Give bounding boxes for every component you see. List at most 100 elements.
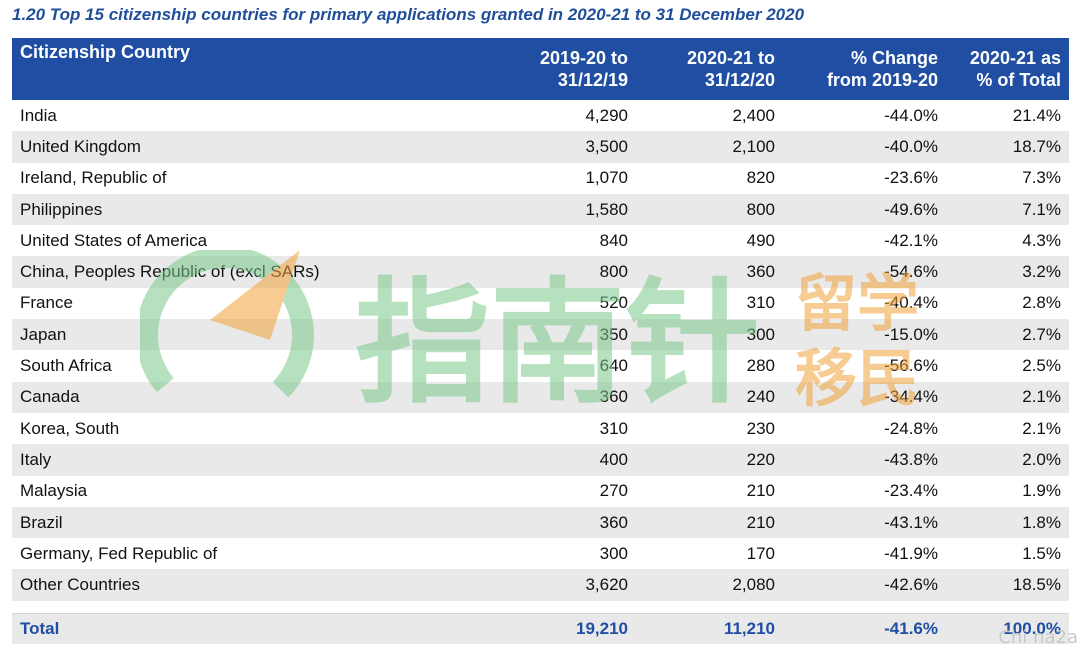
cell-country: Brazil	[12, 506, 499, 539]
cell-country: India	[20, 105, 57, 125]
cell-2020-21: 210	[636, 506, 783, 539]
cell-share: 1.9%	[1022, 481, 1061, 501]
cell-change: -43.1%	[783, 506, 946, 539]
cell-share: 2.8%	[1022, 293, 1061, 313]
cell-share: 7.1%	[946, 193, 1069, 226]
cell-change: -44.0%	[884, 105, 938, 125]
table-row: Germany, Fed Republic of 300 170 -41.9% 1.5%	[12, 538, 1069, 569]
table-row: Malaysia 270 210 -23.4% 1.9%	[12, 476, 1069, 507]
cell-2019-20: 3,620	[499, 569, 636, 601]
table-row: Korea, South 310 230 -24.8% 2.1%	[12, 413, 1069, 444]
cell-2020-21: 230	[746, 418, 775, 438]
header-change: % Change from 2019-20	[783, 38, 946, 100]
cell-change: -24.8%	[884, 418, 938, 438]
cell-2019-20: 300	[599, 543, 628, 563]
cell-share: 18.5%	[946, 569, 1069, 601]
cell-share: 7.3%	[1022, 168, 1061, 188]
citizenship-table: Citizenship Country 2019-20 to 31/12/19 2…	[12, 38, 1069, 644]
cell-share: 1.8%	[946, 506, 1069, 539]
cell-share: 18.7%	[946, 131, 1069, 163]
cell-2019-20: 360	[499, 506, 636, 539]
table-row: Japan 350 300 -15.0% 2.7%	[12, 319, 1069, 351]
cell-2020-21: 170	[746, 543, 775, 563]
cell-2019-20: 3,500	[499, 131, 636, 163]
header-row: Citizenship Country 2019-20 to 31/12/19 2…	[12, 38, 1069, 100]
cell-share: 2.5%	[1022, 356, 1061, 376]
cell-2019-20: 4,290	[585, 105, 628, 125]
cell-2020-21: 2,400	[732, 105, 775, 125]
total-row: Total 19,210 11,210 -41.6% 100.0%	[12, 612, 1069, 644]
cell-change: -15.0%	[783, 319, 946, 351]
total-2019-20: 19,210	[499, 612, 636, 644]
table-row: Other Countries 3,620 2,080 -42.6% 18.5%	[12, 569, 1069, 601]
cell-2019-20: 520	[599, 293, 628, 313]
cell-2019-20: 800	[499, 256, 636, 288]
cell-country: Germany, Fed Republic of	[20, 543, 218, 563]
cell-change: -42.6%	[783, 569, 946, 601]
cell-change: -43.8%	[783, 444, 946, 476]
cell-change: -34.4%	[783, 381, 946, 413]
table-row: France 520 310 -40.4% 2.8%	[12, 288, 1069, 319]
cell-2020-21: 360	[636, 256, 783, 288]
cell-2020-21: 820	[746, 168, 775, 188]
cell-change: -40.4%	[884, 293, 938, 313]
cell-2020-21: 800	[636, 193, 783, 226]
cell-change: -23.6%	[884, 168, 938, 188]
header-share: 2020-21 as% of Total	[946, 38, 1069, 100]
total-label: Total	[12, 612, 499, 644]
cell-2019-20: 640	[599, 356, 628, 376]
table-row: Italy 400 220 -43.8% 2.0%	[12, 444, 1069, 476]
table-row: United States of America 840 490 -42.1% 4.3%	[12, 225, 1069, 256]
cell-share: 21.4%	[1012, 105, 1061, 125]
cell-country: United Kingdom	[12, 131, 499, 163]
cell-share: 2.1%	[1022, 418, 1061, 438]
table-row: Ireland, Republic of 1,070 820 -23.6% 7.3%	[12, 163, 1069, 194]
cell-country: Other Countries	[12, 569, 499, 601]
cell-country: France	[20, 293, 73, 313]
cell-2019-20: 360	[499, 381, 636, 413]
cell-2019-20: 400	[499, 444, 636, 476]
table-row: South Africa 640 280 -56.6% 2.5%	[12, 350, 1069, 381]
cell-2019-20: 1,070	[585, 168, 628, 188]
cell-2019-20: 310	[599, 418, 628, 438]
cell-country: Ireland, Republic of	[20, 168, 167, 188]
total-change: -41.6%	[783, 612, 946, 644]
cell-2019-20: 270	[599, 481, 628, 501]
header-country: Citizenship Country	[12, 38, 499, 100]
table-row: Philippines 1,580 800 -49.6% 7.1%	[12, 193, 1069, 226]
cell-2019-20: 350	[499, 319, 636, 351]
cell-country: United States of America	[20, 230, 208, 250]
table-row: United Kingdom 3,500 2,100 -40.0% 18.7%	[12, 131, 1069, 163]
cell-country: South Africa	[20, 356, 112, 376]
cell-2020-21: 2,080	[636, 569, 783, 601]
cell-2020-21: 280	[746, 356, 775, 376]
cell-change: -41.9%	[884, 543, 938, 563]
cell-country: Japan	[12, 319, 499, 351]
cell-country: Italy	[12, 444, 499, 476]
corner-watermark: Chi na2a	[998, 627, 1078, 648]
header-2019-20: 2019-20 to 31/12/19	[499, 38, 636, 100]
cell-2020-21: 2,100	[636, 131, 783, 163]
table-row: China, Peoples Republic of (excl SARs) 80…	[12, 256, 1069, 288]
cell-country: Malaysia	[20, 481, 88, 501]
cell-2020-21: 220	[636, 444, 783, 476]
cell-change: -40.0%	[783, 131, 946, 163]
cell-2020-21: 240	[636, 381, 783, 413]
table-title: 1.20 Top 15 citizenship countries for pr…	[12, 5, 805, 24]
cell-2019-20: 840	[599, 230, 628, 250]
cell-share: 4.3%	[1022, 230, 1061, 250]
total-share: 100.0%	[946, 612, 1069, 644]
header-2020-21: 2020-21 to 31/12/20	[636, 38, 783, 100]
cell-2019-20: 1,580	[499, 193, 636, 226]
table-row: Canada 360 240 -34.4% 2.1%	[12, 381, 1069, 413]
cell-country: Korea, South	[20, 418, 120, 438]
cell-share: 2.7%	[946, 319, 1069, 351]
cell-change: -54.6%	[783, 256, 946, 288]
cell-country: Philippines	[12, 193, 499, 226]
total-2020-21: 11,210	[636, 612, 783, 644]
cell-change: -49.6%	[783, 193, 946, 226]
cell-change: -23.4%	[884, 481, 938, 501]
cell-2020-21: 490	[746, 230, 775, 250]
cell-share: 2.1%	[946, 381, 1069, 413]
cell-2020-21: 300	[636, 319, 783, 351]
